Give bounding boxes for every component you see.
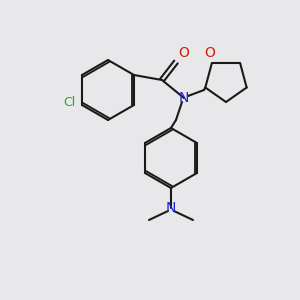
Text: N: N — [166, 201, 176, 215]
Text: O: O — [204, 46, 215, 60]
Text: O: O — [178, 46, 189, 60]
Text: N: N — [179, 91, 189, 105]
Text: Cl: Cl — [63, 97, 75, 110]
